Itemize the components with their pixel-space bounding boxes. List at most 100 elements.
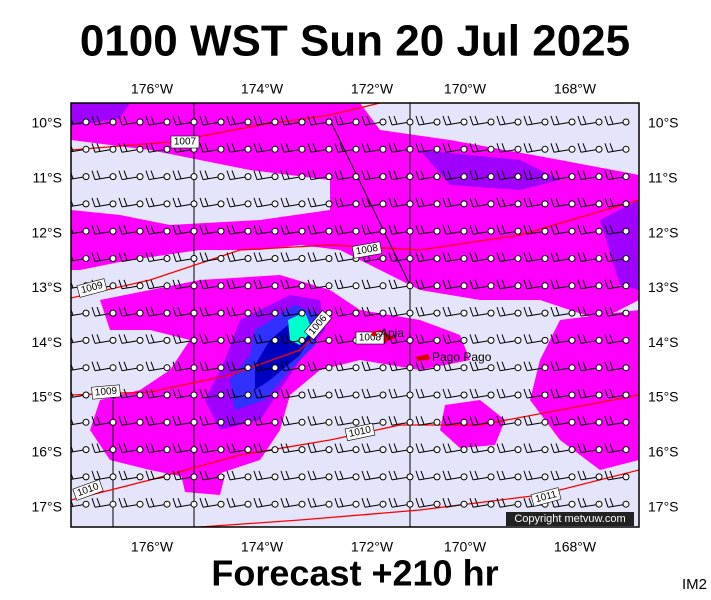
barb-station [460, 391, 468, 399]
barb-station [163, 255, 171, 262]
barb-station [595, 336, 603, 344]
barb-station [487, 336, 495, 344]
barb-station [568, 282, 576, 290]
barb-station [541, 118, 549, 126]
barb-station [487, 473, 495, 481]
barb-station [136, 173, 144, 181]
barb-station [487, 173, 495, 181]
barb-station [595, 118, 603, 126]
barb-station [406, 446, 414, 454]
barb-station [568, 473, 576, 481]
lat-label-right: 16°S [648, 444, 679, 460]
barb-station [433, 336, 441, 344]
barb-station [433, 309, 441, 317]
labels: 176°W 176°W 174°W 174°W 172°W 172°W 170°W 170°W… [31, 81, 678, 555]
barb-station [109, 336, 117, 344]
barb-station [514, 336, 522, 344]
barb-station [325, 145, 333, 153]
barb-station [298, 473, 306, 481]
barb-station [244, 418, 252, 426]
barb-station [190, 118, 198, 126]
barb-station [433, 391, 441, 399]
map-area [71, 103, 639, 527]
isobar-label: 1011 [530, 487, 562, 507]
barb-station [406, 500, 414, 508]
barb-station [595, 500, 603, 508]
barb-station [244, 145, 252, 153]
lon-label-bottom: 176°W [131, 539, 174, 555]
barb-station [271, 391, 279, 399]
barb-station [298, 173, 306, 181]
barb-station [109, 446, 117, 454]
barb-station [541, 255, 549, 262]
barb-station [541, 391, 549, 399]
barb-station [514, 118, 522, 126]
barb-station [622, 200, 630, 208]
barb-station [433, 364, 441, 372]
barb-station [379, 500, 387, 508]
barb-station [325, 473, 333, 481]
barb-station [352, 473, 360, 481]
barb-station [217, 391, 225, 399]
barb-station [460, 418, 468, 426]
barb-station [406, 118, 414, 126]
place-name: Apia [380, 326, 404, 340]
barb-station [298, 309, 306, 317]
barb-station [82, 309, 90, 317]
barb-station [487, 500, 495, 508]
barb-station [487, 364, 495, 372]
barb-station [325, 418, 333, 426]
barb-station [163, 309, 171, 317]
barb-station [244, 446, 252, 454]
lat-label-right: 12°S [648, 224, 679, 240]
barb-station [406, 336, 414, 344]
barb-station [406, 391, 414, 399]
barb-station [82, 200, 90, 208]
lon-label-top: 174°W [241, 81, 284, 97]
barb-station [622, 500, 630, 508]
barb-station [352, 364, 360, 372]
copyright: Copyright metvuw.com [514, 513, 625, 525]
barb-station [163, 145, 171, 153]
barb-station [82, 173, 90, 181]
barb-station [136, 145, 144, 153]
barb-station [514, 500, 522, 508]
barb-station [82, 364, 90, 372]
isobar-label-box [170, 135, 200, 149]
barb-station [163, 500, 171, 508]
barb-station [514, 446, 522, 454]
barb-station [487, 418, 495, 426]
barb-station [163, 418, 171, 426]
barb-station [163, 391, 171, 399]
barb-station [622, 336, 630, 344]
lon-label-bottom: 170°W [444, 539, 487, 555]
barb-station [568, 227, 576, 235]
barb-station [190, 309, 198, 317]
barb-station [433, 255, 441, 262]
barb-station [595, 364, 603, 372]
barb-station [622, 282, 630, 290]
barb-station [406, 227, 414, 235]
barb-station [136, 336, 144, 344]
isobar-label-box [91, 384, 121, 400]
barb-station [352, 173, 360, 181]
barb-station [460, 446, 468, 454]
barb-station [379, 364, 387, 372]
barb-station [460, 118, 468, 126]
isobar-label-box [530, 487, 562, 507]
barb-station [136, 118, 144, 126]
isobar-label-box [72, 479, 104, 501]
barb-station [298, 118, 306, 126]
barb-station [487, 309, 495, 317]
barb-station [541, 227, 549, 235]
barb-station [163, 200, 171, 208]
barb-station [271, 309, 279, 317]
isobar-label-text: 1009 [94, 386, 118, 399]
barb-station [568, 418, 576, 426]
barb-station [406, 364, 414, 372]
barb-station [82, 336, 90, 344]
barb-station [244, 336, 252, 344]
barb-station [514, 418, 522, 426]
barb-station [82, 473, 90, 481]
